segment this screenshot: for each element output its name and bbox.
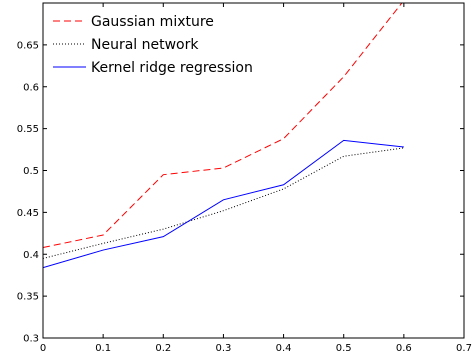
x-tick-label: 0.1 bbox=[95, 343, 111, 354]
x-tick-label: 0.2 bbox=[155, 343, 171, 354]
y-tick-label: 0.4 bbox=[23, 250, 39, 261]
x-tick-label: 0.4 bbox=[276, 343, 292, 354]
y-tick-label: 0.5 bbox=[23, 166, 39, 177]
x-tick-label: 0.5 bbox=[336, 343, 352, 354]
legend-label-3: Kernel ridge regression bbox=[91, 60, 253, 76]
y-tick-label: 0.35 bbox=[17, 292, 39, 303]
plot-frame bbox=[42, 2, 465, 339]
x-tick-label: 0.7 bbox=[456, 343, 472, 354]
x-tick-label: 0 bbox=[40, 343, 46, 354]
series-line-1 bbox=[43, 3, 403, 249]
legend-label-1: Gaussian mixture bbox=[91, 14, 214, 30]
series-line-2 bbox=[43, 147, 404, 259]
y-tick-label: 0.6 bbox=[23, 82, 39, 93]
y-tick-label: 0.55 bbox=[17, 124, 39, 135]
legend-label-2: Neural network bbox=[91, 37, 199, 53]
series-line-3 bbox=[43, 139, 404, 269]
y-tick-label: 0.45 bbox=[17, 208, 39, 219]
y-tick-label: 0.65 bbox=[17, 40, 39, 51]
series-layer bbox=[43, 3, 404, 269]
ticks-layer: 0 0.1 0.2 0.3 0.4 0.5 0.6 0.7 0.3 0.35 0.4 0.45 0.5 0… bbox=[17, 3, 472, 354]
x-tick-label: 0.3 bbox=[215, 343, 231, 354]
y-tick-label: 0.3 bbox=[23, 334, 39, 345]
x-tick-label: 0.6 bbox=[396, 343, 412, 354]
legend: Gaussian mixture Neural network Kernel rid… bbox=[53, 14, 253, 76]
